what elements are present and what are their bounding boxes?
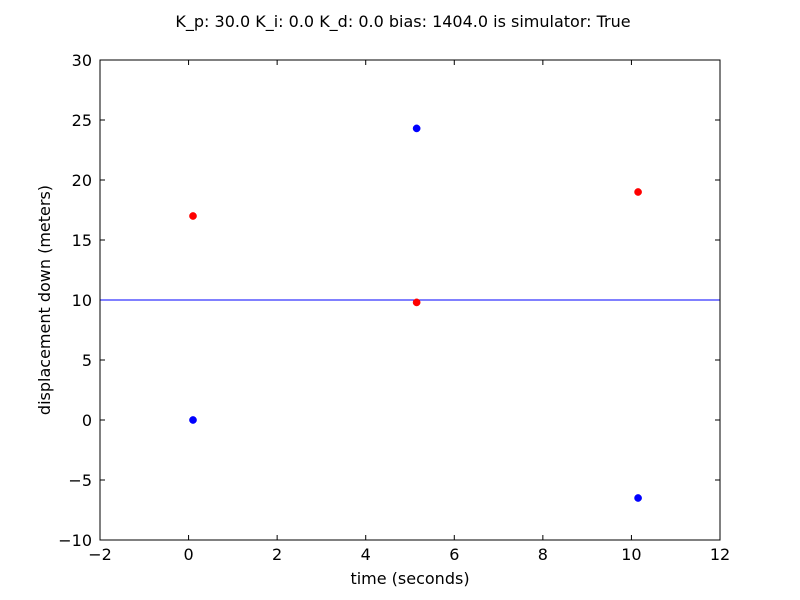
- x-tick-label: −2: [88, 545, 112, 564]
- y-tick-label: 0: [82, 411, 92, 430]
- data-point-series-1: [412, 124, 421, 133]
- data-point-series-1: [189, 416, 197, 424]
- x-axis-label: time (seconds): [350, 569, 469, 588]
- x-tick-label: 4: [361, 545, 371, 564]
- data-point-series-1: [634, 494, 642, 502]
- y-tick-label: −10: [58, 531, 92, 550]
- data-point-series-2: [634, 188, 642, 196]
- y-tick-label: −5: [68, 471, 92, 490]
- x-tick-label: 10: [621, 545, 641, 564]
- data-point-series-2: [189, 212, 197, 220]
- y-tick-label: 20: [72, 171, 92, 190]
- x-tick-label: 0: [183, 545, 193, 564]
- axis-ticks: −2 0 2 4 6 8 10 12 −10 −5 0 5 10 15 20 25 30: [58, 51, 730, 564]
- x-tick-label: 12: [710, 545, 730, 564]
- x-tick-label: 2: [272, 545, 282, 564]
- x-tick-label: 6: [449, 545, 459, 564]
- data-point-series-2: [412, 298, 421, 307]
- scatter-points: [189, 124, 642, 502]
- y-tick-label: 10: [72, 291, 92, 310]
- y-axis-label: displacement down (meters): [35, 185, 54, 415]
- y-tick-label: 30: [72, 51, 92, 70]
- chart-title: K_p: 30.0 K_i: 0.0 K_d: 0.0 bias: 1404.0…: [175, 12, 630, 32]
- y-tick-label: 5: [82, 351, 92, 370]
- y-tick-label: 25: [72, 111, 92, 130]
- plot-border: [99, 59, 721, 541]
- x-tick-label: 8: [538, 545, 548, 564]
- y-tick-label: 15: [72, 231, 92, 250]
